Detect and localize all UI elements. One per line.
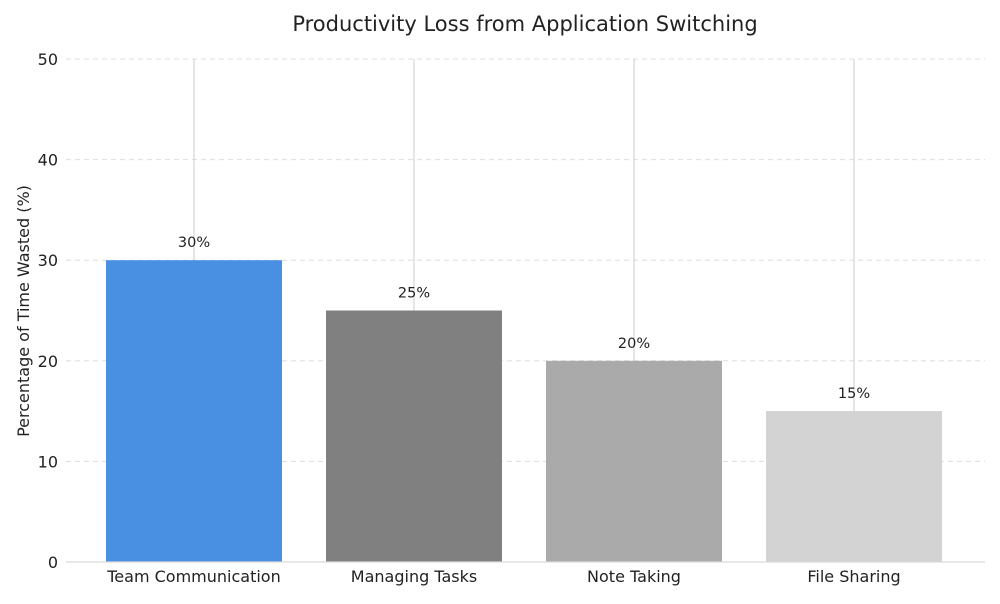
x-tick-label: Managing Tasks xyxy=(351,567,477,586)
chart-title: Productivity Loss from Application Switc… xyxy=(292,12,757,36)
bar xyxy=(766,411,942,562)
x-tick-label: File Sharing xyxy=(807,567,900,586)
x-tick-label: Note Taking xyxy=(587,567,681,586)
y-tick-label: 30 xyxy=(38,251,58,270)
bar-value-label: 25% xyxy=(398,286,430,302)
x-tick-labels: Team Communication Managing Tasks Note Tak… xyxy=(106,567,900,586)
value-labels: 30% 25% 20% 15% xyxy=(178,235,870,402)
y-tick-label: 40 xyxy=(38,151,58,170)
bar-value-label: 20% xyxy=(618,336,650,352)
x-tick-label: Team Communication xyxy=(106,567,280,586)
y-tick-label: 0 xyxy=(48,553,58,572)
bars xyxy=(106,260,942,562)
y-tick-label: 10 xyxy=(38,452,58,471)
y-tick-label: 50 xyxy=(38,50,58,69)
y-tick-labels: 0 10 20 30 40 50 xyxy=(38,50,58,572)
bar-value-label: 30% xyxy=(178,235,210,251)
y-tick-label: 20 xyxy=(38,352,58,371)
bar xyxy=(326,310,502,562)
y-axis-label: Percentage of Time Wasted (%) xyxy=(14,185,33,437)
x-gridlines xyxy=(193,59,855,562)
bar xyxy=(546,360,722,562)
bar-value-label: 15% xyxy=(838,386,870,402)
bar xyxy=(106,260,282,562)
